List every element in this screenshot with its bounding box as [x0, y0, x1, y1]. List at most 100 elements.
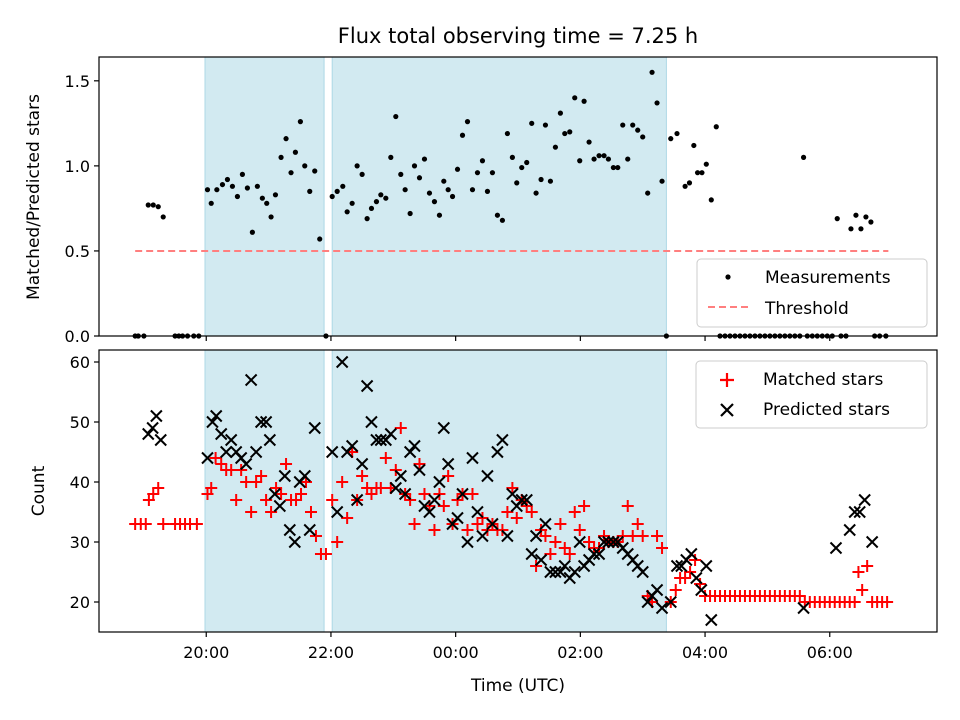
measurement-point [691, 142, 697, 149]
x-tick-label: 20:00 [183, 643, 229, 662]
predicted-star-point [201, 451, 214, 465]
measurement-point [288, 170, 294, 176]
measurement-point [254, 183, 260, 189]
matched-star-point [309, 530, 322, 542]
measurement-point [868, 219, 874, 225]
predicted-star-point [655, 601, 669, 615]
measurement-point [601, 153, 607, 159]
measurement-point [800, 154, 807, 160]
matched-star-point [554, 518, 567, 530]
measurement-point [445, 187, 451, 193]
measurement-point [552, 144, 559, 150]
predicted-star-point [525, 547, 538, 561]
predicted-star-point [384, 427, 398, 441]
predicted-star-point [848, 505, 861, 519]
predicted-star-point [263, 433, 277, 447]
measurement-point [547, 178, 554, 184]
matched-star-point [356, 470, 369, 482]
y-tick-label: 1.5 [65, 72, 90, 91]
measurement-point [155, 204, 161, 210]
measurement-point [713, 124, 719, 130]
predicted-star-point [650, 583, 664, 597]
top-axis-ticks: 0.0 0.5 1.0 1.5 [65, 72, 831, 346]
measurement-point [572, 95, 578, 101]
measurement-point [402, 187, 408, 193]
measurement-point [368, 205, 375, 212]
predicted-star-point [278, 469, 292, 483]
measurement-point [407, 210, 413, 217]
matched-star-point [255, 470, 268, 482]
measurement-point [596, 153, 602, 159]
measurement-point [364, 216, 370, 222]
matched-star-point [418, 488, 431, 500]
predicted-star-point [142, 427, 155, 441]
measurement-point [373, 199, 380, 205]
predicted-star-point [360, 379, 374, 393]
x-tick-label: 04:00 [682, 643, 728, 662]
measurement-point [416, 175, 423, 181]
predicted-star-point [506, 487, 519, 501]
predicted-star-point [597, 535, 611, 549]
matched-star-point [139, 518, 152, 530]
x-tick-label: 06:00 [807, 643, 853, 662]
measurement-point [853, 212, 859, 218]
predicted-star-point [865, 535, 879, 549]
matched-star-point [651, 530, 664, 542]
predicted-star-point [539, 517, 552, 531]
measurement-point [863, 214, 869, 220]
y-tick-label: 50 [70, 413, 90, 432]
matched-star-point [413, 458, 426, 470]
predicted-star-point [244, 373, 258, 387]
measurement-point [393, 113, 399, 120]
measurement-point [224, 176, 231, 183]
top-axes-frame [98, 56, 938, 337]
predicted-star-point [602, 535, 615, 549]
matched-star-point [341, 512, 354, 524]
predicted-star-point [515, 493, 528, 507]
matched-star-point [636, 530, 649, 542]
predicted-star-point [206, 415, 219, 429]
measurement-point [268, 214, 274, 220]
predicted-star-point [441, 457, 455, 471]
matched-star-point [631, 518, 644, 530]
bottom-legend-box [695, 360, 928, 429]
x-tick-label: 00:00 [433, 643, 479, 662]
measurement-point [449, 193, 456, 200]
matched-star-point [245, 506, 258, 518]
measurement-point [388, 154, 394, 160]
measurement-point [454, 166, 461, 172]
matched-star-point [157, 518, 170, 530]
predicted-star-point [215, 427, 228, 441]
matched-star-point [544, 548, 557, 560]
predicted-star-point [858, 493, 871, 507]
predicted-star-point [496, 433, 509, 447]
matched-star-point [506, 482, 519, 494]
matched-star-point [326, 494, 339, 506]
predicted-star-point [797, 601, 810, 615]
top-legend: Measurements Threshold [696, 258, 928, 328]
measurement-point [659, 178, 665, 184]
measurement-point [581, 98, 587, 104]
shaded-interval [204, 56, 325, 337]
matched-star-point [379, 452, 392, 464]
predicted-star-point [568, 565, 581, 579]
measurement-point [524, 159, 530, 166]
count-plot-area [129, 355, 894, 627]
matched-star-point [230, 494, 243, 506]
matched-star-point [501, 506, 514, 518]
predicted-star-point [335, 355, 349, 369]
predicted-star-point [374, 433, 388, 447]
predicted-star-point [670, 559, 684, 573]
matched-star-point [549, 536, 562, 548]
legend-measurements-label: Measurements [765, 268, 891, 288]
predicted-star-point [428, 493, 441, 507]
matched-star-point [568, 506, 581, 518]
legend-matched-marker [720, 373, 734, 387]
matched-star-point [539, 530, 552, 542]
measurement-point [249, 229, 255, 235]
measurement-point [591, 156, 597, 162]
measurement-point [272, 192, 279, 198]
predicted-star-point [408, 439, 421, 453]
measurement-point [204, 187, 211, 193]
shaded-interval [331, 349, 667, 633]
